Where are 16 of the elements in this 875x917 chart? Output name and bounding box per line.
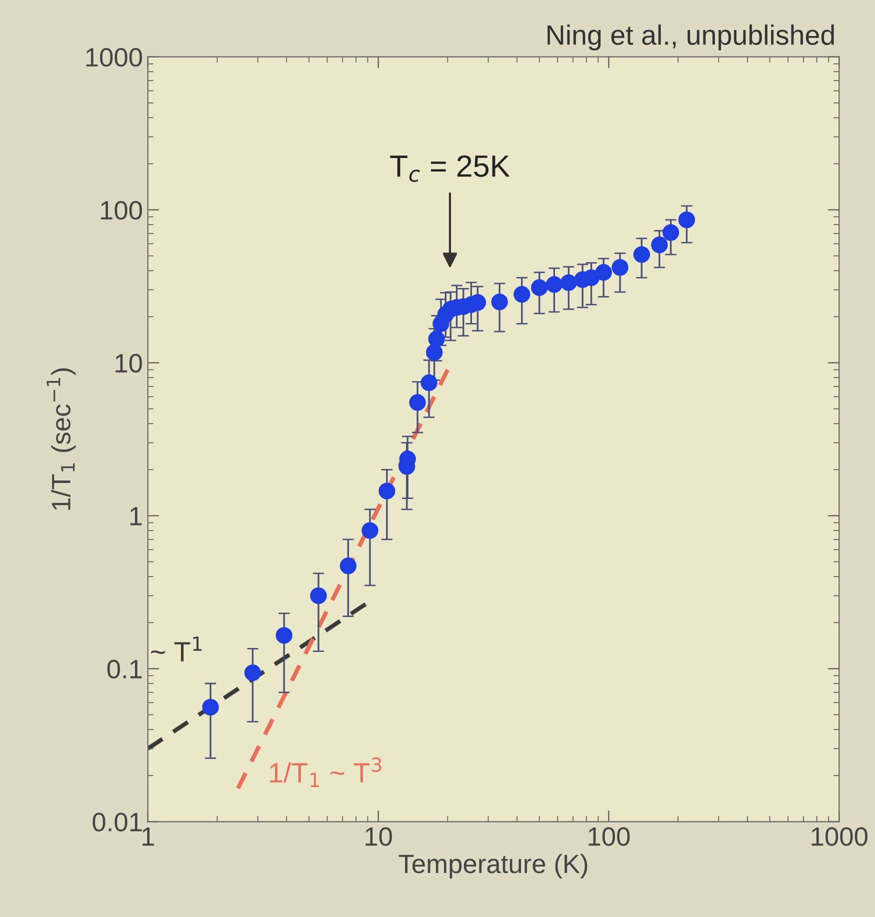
y-tick-label: 10 [116, 354, 142, 373]
text: Ning et al., unpublished [548, 24, 834, 50]
x-tick-label: 1 [142, 827, 154, 846]
annotation: T$_{c}$ = 25K [390, 155, 510, 182]
x-tick-label: 100 [588, 827, 630, 846]
series-label: 1/T$_{1}$ ~ T$^{3}$ [270, 757, 382, 787]
series-label: ~ T$^{1}$ [151, 636, 202, 662]
y-tick-label: 100 [101, 200, 142, 220]
x-tick-label: 1000 [812, 827, 868, 846]
y-tick-label: 1000 [86, 48, 142, 67]
x-tick-label: 10 [366, 827, 392, 846]
y-tick-label: 1 [130, 507, 142, 526]
y-tick-label: 0.1 [107, 660, 142, 678]
y-axis-title: 1/T$_{1}$ (sec$^{−1}$) [46, 368, 76, 510]
y-tick-label: 0.01 [92, 812, 142, 832]
x-axis-title: Temperature (K) [398, 854, 588, 878]
